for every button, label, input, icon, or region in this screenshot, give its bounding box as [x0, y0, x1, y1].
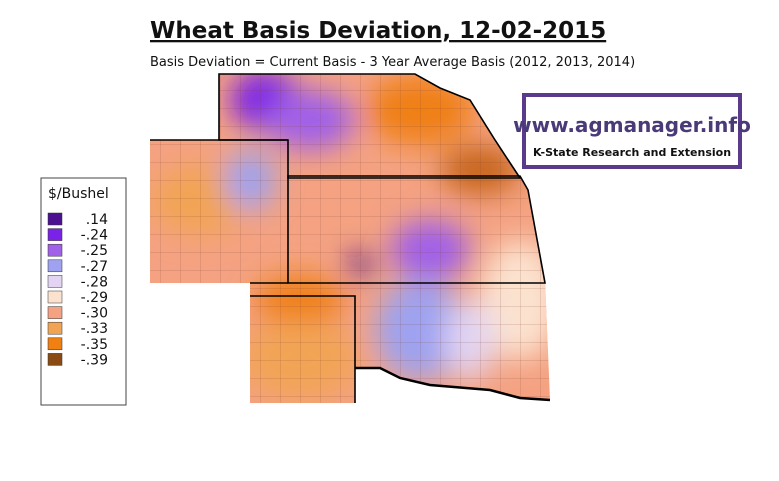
legend-swatch [47, 321, 63, 335]
legend-swatch [47, 243, 63, 257]
legend: $/Bushel .14-.24-.25-.27-.28-.29-.30-.33… [40, 177, 127, 406]
map-subtitle: Basis Deviation = Current Basis - 3 Year… [150, 55, 635, 70]
legend-swatch [47, 259, 63, 273]
state-borders [150, 73, 551, 403]
legend-label: -.35 [81, 337, 108, 353]
legend-swatch [47, 353, 63, 366]
legend-label: -.25 [81, 243, 108, 259]
legend-label: -.39 [81, 352, 108, 368]
legend-label: -.24 [81, 228, 108, 244]
logo-org: K-State Research and Extension [533, 146, 731, 159]
legend-swatch [47, 212, 63, 226]
logo: www.agmanager.info K-State Research and … [513, 93, 751, 169]
legend-label: -.30 [81, 306, 108, 322]
legend-title: $/Bushel [48, 186, 109, 202]
legend-swatch [47, 337, 63, 351]
basis-surface [150, 74, 550, 403]
legend-swatch [47, 306, 63, 319]
legend-swatch [47, 290, 63, 304]
logo-url: www.agmanager.info [513, 113, 751, 137]
legend-label: -.27 [81, 259, 108, 275]
legend-label: -.29 [81, 290, 108, 306]
map-title: Wheat Basis Deviation, 12-02-2015 [150, 18, 606, 44]
logo-frame [522, 93, 742, 169]
legend-label: -.33 [81, 321, 108, 337]
legend-swatch [47, 228, 63, 241]
legend-label: -.28 [81, 274, 108, 290]
legend-label: .14 [86, 212, 108, 228]
legend-swatch [47, 275, 63, 288]
